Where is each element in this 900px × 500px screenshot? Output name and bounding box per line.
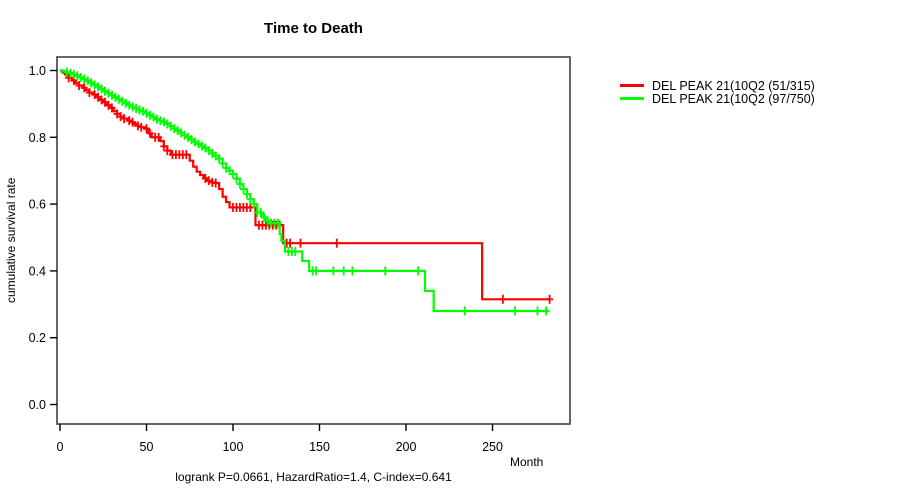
legend: DEL PEAK 21(10Q2 (51/315) DEL PEAK 21(10… bbox=[620, 78, 815, 106]
stats-annotation: logrank P=0.0661, HazardRatio=1.4, C-ind… bbox=[175, 470, 452, 484]
y-tick-label: 0.2 bbox=[29, 331, 46, 345]
km-curve-red bbox=[60, 69, 554, 304]
km-curve-green bbox=[60, 67, 550, 316]
plot-box bbox=[56, 56, 571, 425]
y-tick-label: 0.4 bbox=[29, 264, 46, 278]
y-tick-label: 0.6 bbox=[29, 198, 46, 212]
legend-entry-group2: DEL PEAK 21(10Q2 (97/750) bbox=[620, 91, 815, 106]
y-tick-label: 0.8 bbox=[29, 131, 46, 145]
x-tick-label: 150 bbox=[309, 440, 330, 454]
legend-entry-group1: DEL PEAK 21(10Q2 (51/315) bbox=[620, 78, 815, 93]
x-axis-unit-label: Month bbox=[510, 455, 544, 469]
x-tick-label: 250 bbox=[482, 440, 503, 454]
y-tick-label: 1.0 bbox=[29, 64, 46, 78]
legend-label-group1: DEL PEAK 21(10Q2 (51/315) bbox=[652, 78, 815, 93]
y-axis-ticks: 0.0 0.2 0.4 0.6 0.8 1.0 bbox=[29, 64, 57, 412]
x-tick-label: 50 bbox=[140, 440, 154, 454]
legend-label-group2: DEL PEAK 21(10Q2 (97/750) bbox=[652, 91, 815, 106]
x-tick-label: 0 bbox=[57, 440, 64, 454]
y-tick-label: 0.0 bbox=[29, 398, 46, 412]
chart-title: Time to Death bbox=[264, 20, 363, 37]
legend-line-swatch-green bbox=[620, 97, 644, 100]
x-axis-ticks: 0 50 100 150 200 250 bbox=[57, 424, 503, 454]
x-tick-label: 200 bbox=[396, 440, 417, 454]
x-tick-label: 100 bbox=[223, 440, 244, 454]
legend-line-swatch-red bbox=[620, 84, 644, 87]
